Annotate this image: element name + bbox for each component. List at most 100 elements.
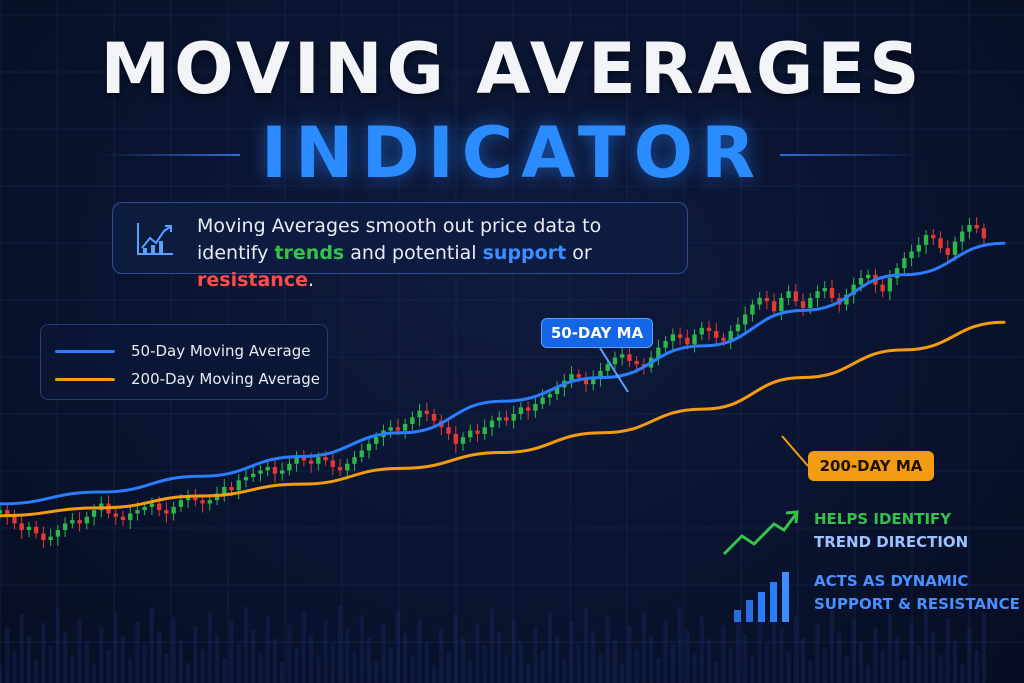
volume-bar xyxy=(475,623,480,683)
volume-bar xyxy=(135,622,140,683)
volume-bar xyxy=(439,628,444,683)
volume-bar xyxy=(424,642,430,683)
volume-bar xyxy=(265,616,270,683)
volume-bar xyxy=(938,655,943,683)
candle-body xyxy=(504,417,509,421)
volume-bar xyxy=(735,611,741,683)
candle-body xyxy=(301,457,307,461)
volume-bar xyxy=(482,646,487,683)
candle-body xyxy=(533,404,538,411)
volume-bar xyxy=(417,619,422,683)
candle-body xyxy=(554,387,560,395)
volume-bar xyxy=(656,658,661,683)
volume-bar xyxy=(829,610,835,683)
candle-body xyxy=(518,407,524,414)
volume-bar xyxy=(685,630,690,683)
highlight-support: support xyxy=(482,242,567,264)
candle-body xyxy=(829,288,835,298)
candle-body xyxy=(120,516,126,521)
candle-body xyxy=(164,510,169,514)
candle-body xyxy=(865,274,871,279)
note-trend-line1: HELPS IDENTIFY xyxy=(814,510,952,528)
volume-bar xyxy=(279,662,285,683)
candle-body xyxy=(113,513,118,517)
candle-body xyxy=(200,500,205,504)
candle-body xyxy=(178,500,184,507)
candle-body xyxy=(482,427,487,434)
ma50-line xyxy=(0,241,1006,506)
note-support-line2: SUPPORT & RESISTANCE xyxy=(814,595,1020,613)
candle-body xyxy=(171,506,176,514)
candle-body xyxy=(236,480,241,491)
volume-bar xyxy=(301,611,307,683)
candle-body xyxy=(981,228,987,239)
candle-body xyxy=(569,374,574,381)
volume-bar xyxy=(894,637,900,683)
candle-body xyxy=(793,291,798,302)
volume-bar xyxy=(388,647,393,683)
legend-label-ma200: 200-Day Moving Average xyxy=(131,370,320,388)
volume-bar xyxy=(750,657,755,683)
volume-bar xyxy=(800,638,806,683)
description-text: Moving Averages smooth out price data to… xyxy=(197,213,677,294)
volume-bar xyxy=(569,622,574,683)
volume-bar xyxy=(858,642,864,683)
volume-bar xyxy=(214,635,220,683)
volume-bar xyxy=(641,612,647,683)
candle-body xyxy=(395,427,401,431)
candle-body xyxy=(193,496,198,501)
volume-bar xyxy=(677,607,683,683)
candle-body xyxy=(808,297,813,308)
volume-bar xyxy=(902,660,907,683)
volume-bar xyxy=(525,664,531,683)
candle-body xyxy=(84,516,89,524)
volume-bar xyxy=(533,627,538,683)
volume-bar xyxy=(743,634,748,683)
volume-bar xyxy=(945,618,950,683)
candle-body xyxy=(388,427,393,431)
ma200-line xyxy=(0,320,1006,518)
volume-bar xyxy=(518,641,524,683)
volume-bar xyxy=(410,656,415,683)
volume-bar xyxy=(0,665,3,683)
volume-bar xyxy=(149,608,155,683)
legend-item-ma50: 50-Day Moving Average xyxy=(55,340,310,362)
candle-body xyxy=(460,437,466,444)
volume-bar xyxy=(757,620,762,683)
candle-body xyxy=(185,496,191,501)
note-trend-text: HELPS IDENTIFY TREND DIRECTION xyxy=(814,508,1024,554)
candle-body xyxy=(547,394,553,398)
candle-body xyxy=(786,291,791,298)
candle-body xyxy=(19,523,24,531)
volume-bar xyxy=(323,620,328,683)
ma200-callout-leader xyxy=(781,435,809,467)
volume-bar xyxy=(837,633,842,683)
candle-body xyxy=(677,334,683,338)
volume-bar xyxy=(222,658,227,683)
volume-bar xyxy=(460,637,466,683)
volume-bar xyxy=(48,646,53,683)
volume-bar xyxy=(374,661,379,683)
volume-bar xyxy=(345,629,350,683)
volume-bar xyxy=(786,652,791,683)
volume-bar xyxy=(142,645,147,683)
volume-bar xyxy=(865,665,871,683)
volume-bar xyxy=(591,631,596,683)
candle-body xyxy=(634,360,639,365)
candle-body xyxy=(576,374,581,378)
candle-body xyxy=(764,297,770,302)
volume-bar xyxy=(547,613,553,683)
volume-bar xyxy=(258,653,263,683)
volume-bar xyxy=(316,657,321,683)
candle-body xyxy=(800,301,806,308)
candle-body xyxy=(540,397,545,405)
description-text-segment: or xyxy=(566,242,592,264)
candle-body xyxy=(265,467,270,471)
candle-body xyxy=(858,278,864,285)
volume-bar xyxy=(156,631,162,683)
candle-body xyxy=(894,268,900,279)
volume-bar xyxy=(106,650,111,683)
candle-body xyxy=(345,463,350,471)
volume-bar xyxy=(931,632,936,683)
note-trend-line2: TREND DIRECTION xyxy=(814,533,969,551)
